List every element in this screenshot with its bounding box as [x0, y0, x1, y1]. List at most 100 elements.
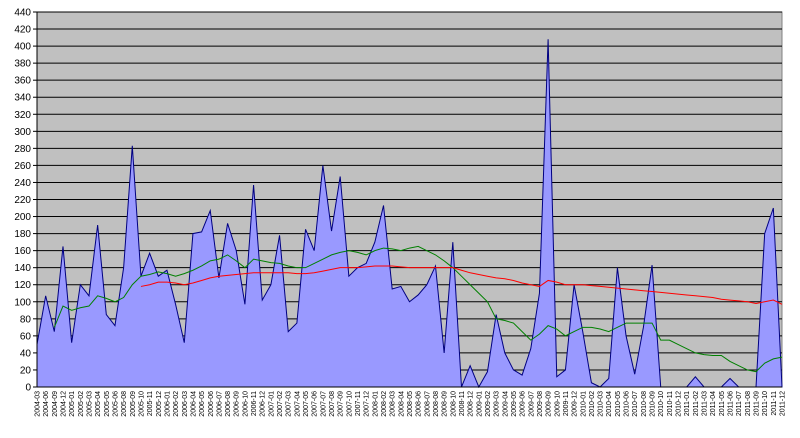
x-tick-label: 2006-06: [208, 391, 215, 417]
y-tick-label: 100: [14, 297, 31, 308]
x-tick-label: 2009-06: [520, 391, 527, 417]
x-tick-label: 2009-01: [476, 391, 483, 417]
x-tick-label: 2010-08: [641, 391, 648, 417]
x-tick-label: 2004-09: [52, 391, 59, 417]
x-tick-label: 2007-05: [303, 391, 310, 417]
x-tick-label: 2005-10: [138, 391, 145, 417]
x-tick-label: 2005-04: [95, 391, 102, 417]
x-tick-label: 2006-05: [199, 391, 206, 417]
x-tick-label: 2011-04: [710, 391, 717, 416]
x-tick-label: 2010-03: [598, 391, 605, 417]
x-tick-label: 2007-12: [364, 391, 371, 417]
y-tick-label: 260: [14, 161, 31, 172]
y-tick-label: 280: [14, 144, 31, 155]
y-tick-label: 320: [14, 110, 31, 121]
y-tick-label: 440: [14, 8, 31, 19]
y-tick-label: 120: [14, 280, 31, 291]
x-tick-label: 2009-12: [572, 391, 579, 417]
x-tick-label: 2010-09: [650, 391, 657, 417]
y-tick-label: 400: [14, 42, 31, 53]
x-tick-label: 2010-12: [676, 391, 683, 417]
x-tick-label: 2005-06: [112, 391, 119, 417]
x-tick-label: 2009-04: [502, 391, 509, 417]
line: [53, 245, 783, 373]
x-tick-label: 2006-10: [242, 391, 249, 417]
y-tick-label: 160: [14, 246, 31, 257]
x-tick-label: 2004-06: [43, 391, 50, 417]
y-tick-label: 80: [20, 314, 32, 325]
x-tick-label: 2010-10: [658, 391, 665, 417]
x-tick-label: 2005-01: [69, 391, 76, 417]
x-tick-label: 2005-11: [147, 391, 154, 416]
x-tick-label: 2011-05: [719, 391, 726, 416]
x-tick-label: 2005-05: [104, 391, 111, 417]
x-tick-label: 2006-09: [234, 391, 241, 417]
y-tick-label: 380: [14, 59, 31, 70]
x-tick-label: 2010-04: [606, 391, 613, 417]
y-tick-label: 20: [20, 365, 32, 376]
x-tick-label: 2007-04: [294, 391, 301, 417]
x-tick-label: 2009-07: [528, 391, 535, 417]
x-tick-label: 2006-12: [260, 391, 267, 417]
x-tick-label: 2005-08: [121, 391, 128, 417]
x-tick-label: 2008-07: [424, 391, 431, 417]
x-tick-label: 2008-01: [372, 391, 379, 417]
x-tick-label: 2009-08: [537, 391, 544, 417]
y-tick-label: 0: [25, 383, 31, 394]
x-tick-label: 2009-09: [546, 391, 553, 417]
x-tick-label: 2011-02: [693, 391, 700, 416]
x-tick-label: 2011-08: [745, 391, 752, 416]
x-tick-label: 2011-10: [762, 391, 769, 416]
y-tick-label: 200: [14, 212, 31, 223]
x-tick-label: 2005-12: [156, 391, 163, 417]
x-tick-label: 2011-12: [780, 391, 787, 416]
y-tick-label: 60: [20, 331, 32, 342]
x-tick-label: 2004-03: [35, 391, 42, 417]
x-tick-label: 2009-11: [563, 391, 570, 416]
x-tick-label: 2008-11: [459, 391, 466, 416]
x-tick-label: 2008-04: [398, 391, 405, 417]
x-tick-label: 2009-03: [494, 391, 501, 417]
x-tick-label: 2006-08: [225, 391, 232, 417]
x-tick-label: 2009-02: [485, 391, 492, 417]
x-tick-label: 2006-04: [190, 391, 197, 417]
x-tick-label: 2009-10: [554, 391, 561, 417]
x-tick-label: 2008-08: [433, 391, 440, 417]
x-tick-label: 2008-02: [381, 391, 388, 417]
x-tick-label: 2007-07: [320, 391, 327, 417]
y-tick-label: 360: [14, 76, 31, 87]
x-tick-label: 2007-09: [338, 391, 345, 417]
x-tick-label: 2007-11: [355, 391, 362, 416]
x-tick-label: 2006-02: [173, 391, 180, 417]
x-tick-label: 2011-09: [754, 391, 761, 416]
x-tick-label: 2006-01: [164, 391, 171, 417]
x-tick-label: 2009-05: [511, 391, 518, 417]
x-tick-label: 2010-06: [624, 391, 631, 417]
x-tick-label: 2006-07: [216, 391, 223, 417]
y-tick-label: 240: [14, 178, 31, 189]
x-tick-label: 2007-03: [286, 391, 293, 417]
y-tick-label: 340: [14, 93, 31, 104]
line: [140, 265, 783, 305]
x-tick-label: 2011-01: [684, 391, 691, 416]
y-tick-label: 40: [20, 348, 32, 359]
y-tick-label: 140: [14, 263, 31, 274]
x-tick-label: 2005-02: [78, 391, 85, 417]
x-tick-label: 2006-03: [182, 391, 189, 417]
x-tick-label: 2008-06: [416, 391, 423, 417]
x-tick-label: 2007-08: [329, 391, 336, 417]
x-tick-label: 2005-03: [86, 391, 93, 417]
x-tick-label: 2010-11: [667, 391, 674, 416]
x-tick-label: 2011-07: [736, 391, 743, 416]
x-tick-label: 2010-01: [580, 391, 587, 417]
x-tick-label: 2004-12: [60, 391, 67, 417]
x-tick-label: 2010-07: [632, 391, 639, 417]
x-tick-label: 2011-03: [702, 391, 709, 416]
y-tick-label: 300: [14, 127, 31, 138]
x-tick-label: 2011-11: [771, 391, 778, 416]
x-tick-label: 2008-05: [407, 391, 414, 417]
x-tick-label: 2008-09: [442, 391, 449, 417]
x-tick-label: 2010-05: [615, 391, 622, 417]
